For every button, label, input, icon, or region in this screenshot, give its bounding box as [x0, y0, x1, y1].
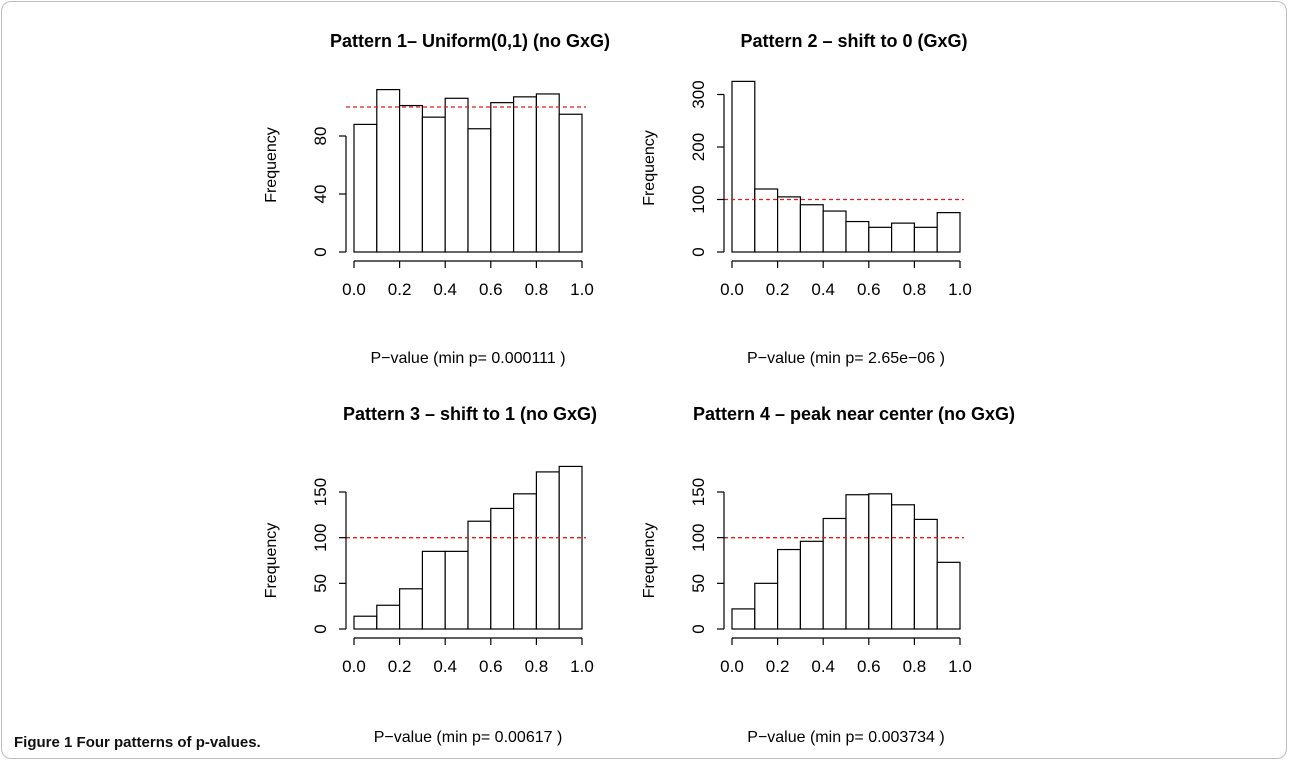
panel-2-x-tick-label: 0.4 [811, 280, 835, 299]
panel-1-title: Pattern 1– Uniform(0,1) (no GxG) [330, 31, 610, 51]
panel-1-x-tick-label: 0.4 [433, 280, 457, 299]
panel-3-x-tick-label: 0.8 [525, 657, 549, 676]
panel-1-bar [512, 96, 537, 253]
panel-2-x-tick-label: 0.8 [903, 280, 927, 299]
panel-3-x-tick-label: 0.0 [342, 657, 366, 676]
panel-2-bar [936, 212, 961, 253]
panel-4-x-tick-label: 0.8 [903, 657, 927, 676]
caption-text: Four patterns of p-values. [76, 734, 261, 751]
panel-3-bar [490, 507, 515, 630]
panel-4-bar [936, 561, 961, 630]
panel-1-x-tick-label: 0.8 [525, 280, 549, 299]
panel-1-bar [467, 128, 492, 253]
panel-3-x-tick-label: 1.0 [570, 657, 594, 676]
panel-3-y-label: Frequency [263, 523, 280, 599]
panel-3-x-tick-label: 0.2 [388, 657, 412, 676]
panel-3-bar [376, 604, 401, 630]
panel-2-bar [845, 220, 870, 253]
panel-4-bar [868, 493, 893, 630]
panel-4-x-tick-label: 0.6 [857, 657, 881, 676]
panel-4-y-label: Frequency [641, 523, 658, 599]
panel-3-y-tick-label: 100 [311, 523, 330, 551]
panel-2-x-label: P−value (min p= 2.65e−06 ) [747, 350, 945, 367]
panel-1-y-label: Frequency [263, 127, 280, 203]
panel-2-title: Pattern 2 – shift to 0 (GxG) [740, 31, 967, 51]
panel-2-y-tick-label: 300 [689, 80, 708, 108]
panel-2-x-tick-label: 0.6 [857, 280, 881, 299]
panel-1-y-tick-label: 40 [311, 185, 330, 204]
panel-4-y-tick-label: 100 [689, 523, 708, 551]
panel-1-bar [558, 113, 583, 253]
panel-2-bar [776, 196, 801, 253]
panel-4-x-tick-label: 0.0 [720, 657, 744, 676]
panel-1-bar [535, 93, 560, 253]
caption-label: Figure 1 [14, 734, 73, 751]
panel-4-y-tick-label: 150 [689, 478, 708, 506]
panel-2-x-tick-label: 1.0 [948, 280, 972, 299]
panel-3-bar [512, 493, 537, 630]
panel-2-y-tick-label: 0 [689, 247, 708, 256]
panel-4-bar [890, 504, 915, 630]
panel-4-y-tick-label: 0 [689, 624, 708, 633]
panel-3-bar [535, 471, 560, 630]
panel-1-bar [399, 104, 424, 253]
panel-1-x-tick-label: 0.0 [342, 280, 366, 299]
panel-3-y-tick-label: 0 [311, 624, 330, 633]
panel-1-bar [376, 88, 401, 253]
panel-4-x-tick-label: 0.4 [811, 657, 835, 676]
panel-2-y-tick-label: 200 [689, 133, 708, 161]
panel-2-x-tick-label: 0.0 [720, 280, 744, 299]
panel-3-title: Pattern 3 – shift to 1 (no GxG) [343, 404, 597, 424]
panel-3-y-tick-label: 150 [311, 478, 330, 506]
panel-4-x-label: P−value (min p= 0.003734 ) [747, 729, 944, 746]
panel-4-bar [731, 608, 756, 630]
panel-1-bar [353, 123, 378, 253]
panel-1-y-tick-label: 80 [311, 127, 330, 146]
panel-2-bar [868, 226, 893, 253]
panel-2-y-tick-label: 100 [689, 185, 708, 213]
panel-1-bar [490, 102, 515, 253]
panel-3-bar [353, 615, 378, 630]
panel-3-x-tick-label: 0.4 [433, 657, 457, 676]
panel-4-x-tick-label: 1.0 [948, 657, 972, 676]
panel-3-bar [421, 550, 446, 630]
figure-caption: Figure 1 Four patterns of p-values. [14, 734, 261, 751]
panel-3-bar [558, 465, 583, 630]
panel-4-bar [776, 548, 801, 630]
panel-2-y-label: Frequency [641, 130, 658, 206]
panel-4-title: Pattern 4 – peak near center (no GxG) [693, 404, 1015, 424]
panel-2-bar [890, 222, 915, 253]
panel-1-x-tick-label: 0.2 [388, 280, 412, 299]
panel-4-x-tick-label: 0.2 [766, 657, 790, 676]
panel-2-bar [913, 226, 938, 253]
panel-4-y-tick-label: 50 [689, 574, 708, 593]
panel-3-y-tick-label: 50 [311, 574, 330, 593]
panel-3-x-label: P−value (min p= 0.00617 ) [374, 729, 563, 746]
panel-1-bar [421, 116, 446, 253]
panel-2-bar [731, 80, 756, 253]
panel-4-bar [799, 540, 824, 630]
panel-1-bar [444, 97, 469, 253]
panel-3-bar [444, 550, 469, 630]
panel-2-x-tick-label: 0.2 [766, 280, 790, 299]
panel-1-x-tick-label: 1.0 [570, 280, 594, 299]
panel-4-bar [845, 494, 870, 630]
panel-2-bar [799, 204, 824, 253]
panel-1-x-label: P−value (min p= 0.000111 ) [370, 350, 565, 367]
panel-4-bar [822, 517, 847, 630]
panel-2-bar [754, 188, 779, 253]
panel-3-bar [399, 588, 424, 630]
panel-4-bar [913, 518, 938, 630]
panel-1-y-tick-label: 0 [311, 247, 330, 256]
panel-3-x-tick-label: 0.6 [479, 657, 503, 676]
panel-4-bar [754, 582, 779, 630]
panel-1-x-tick-label: 0.6 [479, 280, 503, 299]
panel-2-bar [822, 210, 847, 253]
